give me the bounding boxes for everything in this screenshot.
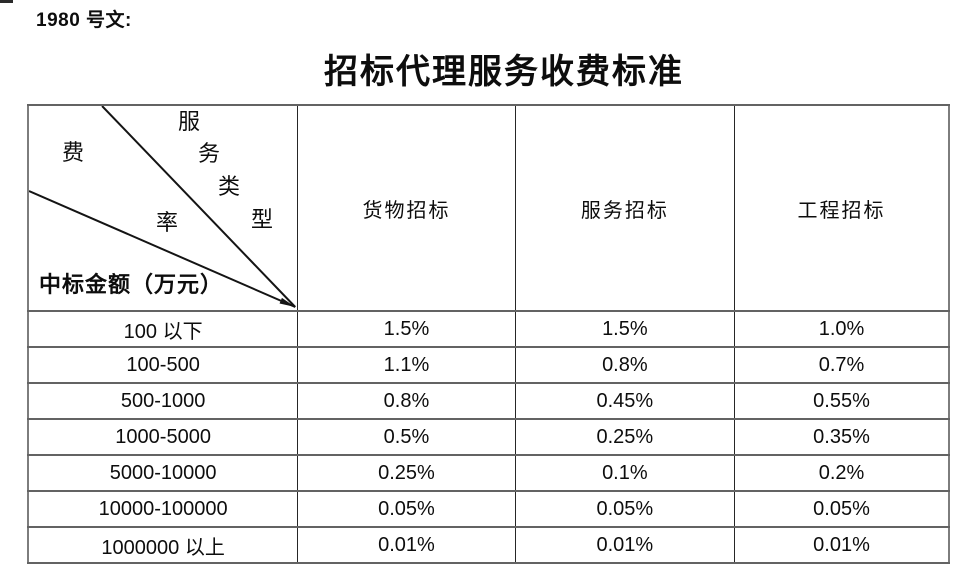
table-row: 1000000 以上 0.01% 0.01% 0.01%	[27, 526, 950, 564]
table-row: 1000-5000 0.5% 0.25% 0.35%	[27, 418, 950, 456]
diagonal-arrow-tip	[279, 297, 296, 307]
column-header-service-bidding: 服务招标	[514, 104, 736, 312]
row-range-cell: 500-1000	[27, 382, 299, 420]
fee-value-cell: 0.05%	[734, 490, 950, 528]
table-row: 10000-100000 0.05% 0.05% 0.05%	[27, 490, 950, 528]
fee-table: 费 服 务 类 型 率 中标金额（万元） 货物招标 服务招标 工程招标 100 …	[27, 104, 950, 564]
fee-value-cell: 0.01%	[297, 526, 516, 564]
column-header-engineering-bidding: 工程招标	[734, 104, 950, 312]
column-header-goods-bidding: 货物招标	[297, 104, 516, 312]
corner-label-service-3: 类	[218, 174, 241, 199]
row-range-cell: 1000-5000	[27, 418, 299, 456]
corner-label-fee: 费	[62, 140, 85, 165]
fee-value-cell: 0.05%	[514, 490, 736, 528]
fee-value-cell: 0.5%	[297, 418, 516, 456]
fee-value-cell: 1.5%	[297, 310, 516, 348]
corner-label-service-2: 务	[198, 141, 221, 166]
corner-label-service-4: 型	[251, 207, 274, 232]
fee-value-cell: 0.8%	[297, 382, 516, 420]
fee-value-cell: 0.25%	[297, 454, 516, 492]
table-row: 100-500 1.1% 0.8% 0.7%	[27, 346, 950, 384]
fee-value-cell: 0.35%	[734, 418, 950, 456]
fee-value-cell: 0.25%	[514, 418, 736, 456]
table-row: 500-1000 0.8% 0.45% 0.55%	[27, 382, 950, 420]
diagonal-split-lines	[29, 106, 296, 308]
fee-value-cell: 0.05%	[297, 490, 516, 528]
fee-value-cell: 1.5%	[514, 310, 736, 348]
row-range-cell: 100 以下	[27, 310, 299, 348]
row-range-cell: 100-500	[27, 346, 299, 384]
table-header-row: 费 服 务 类 型 率 中标金额（万元） 货物招标 服务招标 工程招标	[27, 104, 950, 312]
fee-value-cell: 0.1%	[514, 454, 736, 492]
corner-label-bid-amount: 中标金额（万元）	[39, 272, 224, 297]
scan-artifact-line	[0, 0, 13, 3]
fee-value-cell: 1.0%	[734, 310, 950, 348]
table-row: 100 以下 1.5% 1.5% 1.0%	[27, 310, 950, 348]
fee-value-cell: 0.55%	[734, 382, 950, 420]
fee-value-cell: 0.01%	[514, 526, 736, 564]
row-range-cell: 5000-10000	[27, 454, 299, 492]
row-range-cell: 10000-100000	[27, 490, 299, 528]
corner-label-rate: 率	[156, 210, 179, 235]
corner-label-service-1: 服	[178, 109, 201, 134]
doc-number-label: 1980 号文:	[36, 10, 132, 31]
fee-value-cell: 0.45%	[514, 382, 736, 420]
table-corner-cell: 费 服 务 类 型 率 中标金额（万元）	[27, 104, 299, 312]
table-row: 5000-10000 0.25% 0.1% 0.2%	[27, 454, 950, 492]
fee-value-cell: 0.7%	[734, 346, 950, 384]
fee-value-cell: 0.8%	[514, 346, 736, 384]
row-range-cell: 1000000 以上	[27, 526, 299, 564]
fee-value-cell: 0.2%	[734, 454, 950, 492]
fee-value-cell: 1.1%	[297, 346, 516, 384]
page-title: 招标代理服务收费标准	[324, 54, 684, 91]
fee-value-cell: 0.01%	[734, 526, 950, 564]
